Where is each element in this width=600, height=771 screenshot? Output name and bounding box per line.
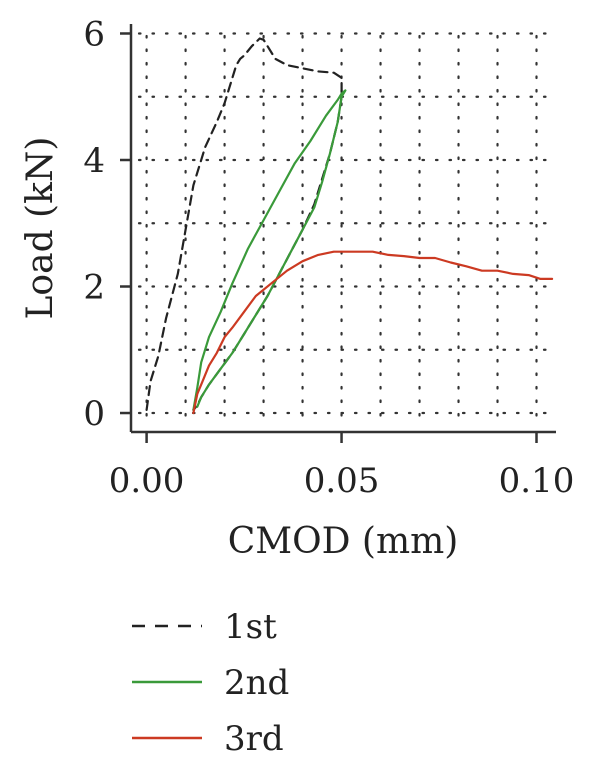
legend-label-1st: 1st xyxy=(224,607,277,647)
grid xyxy=(137,32,558,428)
series-line-1st xyxy=(145,37,343,411)
legend: 1st 2nd 3rd xyxy=(132,607,289,759)
x-tick-label-2: 0.10 xyxy=(499,461,575,501)
x-tick-label-0: 0.00 xyxy=(109,461,185,501)
y-tick-label-1: 2 xyxy=(83,268,105,308)
x-axis-label: CMOD (mm) xyxy=(228,521,459,562)
legend-label-2nd: 2nd xyxy=(224,663,289,703)
axes xyxy=(129,24,556,434)
ticks: 0 2 4 6 0.00 0.05 0.10 xyxy=(83,14,574,501)
legend-label-3rd: 3rd xyxy=(224,719,284,759)
series-lines xyxy=(145,37,554,415)
y-tick-label-2: 4 xyxy=(83,141,105,181)
y-tick-label-3: 6 xyxy=(83,14,105,54)
y-axis-label: Load (kN) xyxy=(20,137,61,320)
x-tick-label-1: 0.05 xyxy=(304,461,380,501)
y-tick-label-0: 0 xyxy=(83,394,105,434)
series-line-3rd xyxy=(192,250,554,415)
series-line-2nd xyxy=(192,89,347,411)
